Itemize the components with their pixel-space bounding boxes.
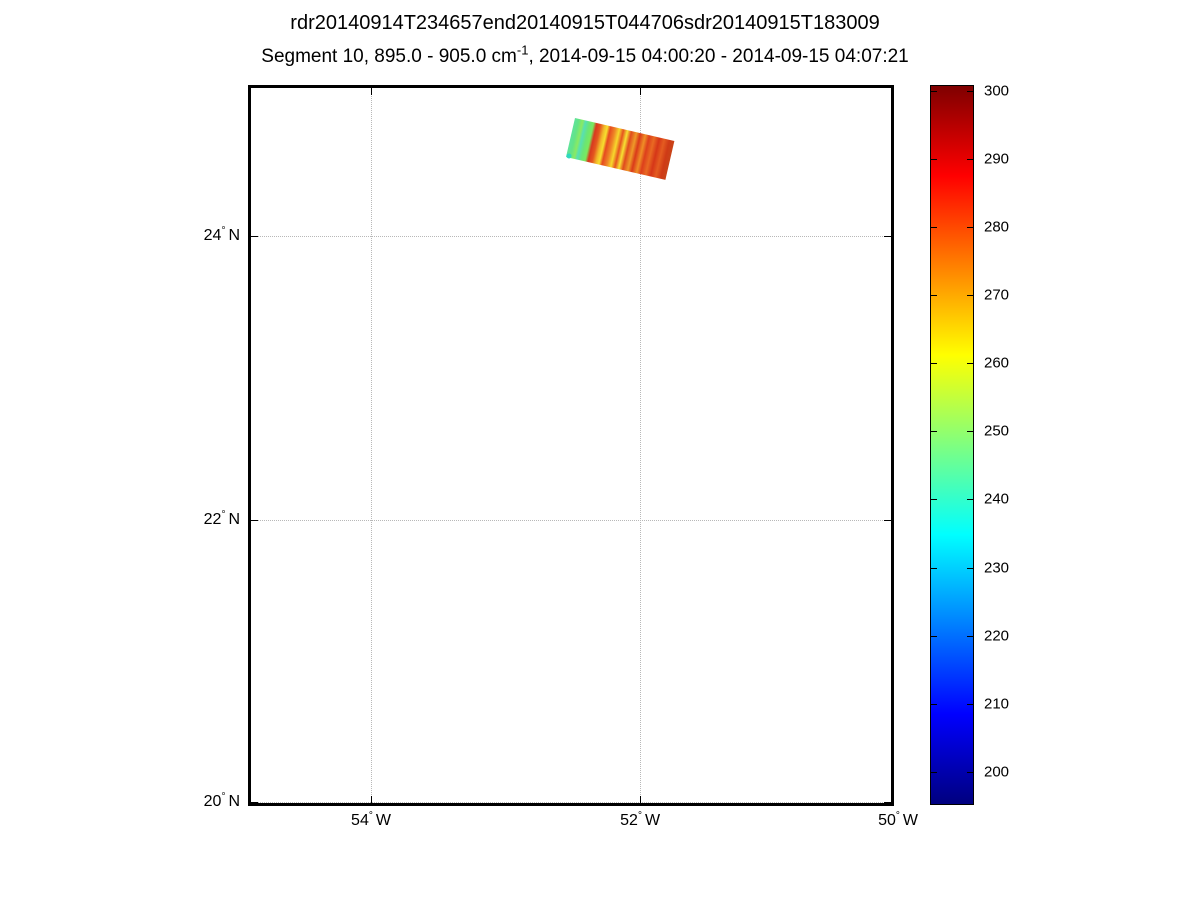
colorbar-tick — [967, 363, 973, 365]
data-swath — [566, 118, 675, 180]
colorbar-tick — [967, 703, 973, 705]
colorbar-tick — [967, 499, 973, 501]
colorbar-tick — [931, 90, 937, 92]
y-tick-label: 20° N — [203, 791, 240, 810]
colorbar-tick — [967, 567, 973, 569]
colorbar-tick — [931, 567, 937, 569]
x-tick-label: 50° W — [878, 810, 918, 829]
colorbar-tick — [931, 499, 937, 501]
colorbar-tick-label: 250 — [984, 422, 1010, 440]
axis-tick — [884, 236, 891, 237]
axis-tick — [640, 796, 642, 803]
colorbar-tick-label: 270 — [984, 286, 1010, 304]
data-swath-layer — [566, 118, 675, 180]
colorbar-gradient — [931, 86, 973, 804]
colorbar-tick-label: 280 — [984, 218, 1010, 236]
colorbar-tick — [967, 295, 973, 297]
colorbar-tick-label: 290 — [984, 150, 1010, 168]
axis-tick — [251, 236, 258, 237]
subtitle-superscript: -1 — [516, 42, 529, 58]
x-tick-label: 54° W — [351, 810, 391, 829]
colorbar-tick-label: 300 — [984, 82, 1010, 100]
grid-line-vertical — [640, 88, 642, 803]
grid-line-vertical — [371, 88, 372, 803]
grid-line-horizontal — [251, 801, 891, 803]
grid-line-horizontal — [251, 236, 891, 237]
axis-tick — [251, 519, 258, 521]
axis-tick — [371, 88, 372, 95]
colorbar-tick — [931, 703, 937, 705]
colorbar-tick-label: 200 — [984, 763, 1010, 781]
colorbar-tick — [967, 90, 973, 92]
y-tick-label: 22° N — [203, 509, 240, 528]
colorbar-tick — [931, 158, 937, 160]
colorbar-tick — [931, 431, 937, 433]
subtitle-suffix: , 2014-09-15 04:00:20 - 2014-09-15 04:07… — [528, 46, 909, 67]
plot-area — [248, 85, 894, 806]
colorbar-tick — [931, 295, 937, 297]
grid-line-horizontal — [251, 519, 891, 521]
colorbar-tick — [967, 635, 973, 637]
colorbar-tick-label: 240 — [984, 490, 1010, 508]
axis-tick — [884, 801, 891, 803]
colorbar-tick — [931, 227, 937, 228]
axis-tick — [371, 796, 372, 803]
colorbar-tick — [967, 431, 973, 433]
figure-subtitle: Segment 10, 895.0 - 905.0 cm-1, 2014-09-… — [248, 42, 922, 68]
colorbar — [930, 85, 974, 805]
colorbar-tick — [931, 363, 937, 365]
colorbar-tick — [967, 227, 973, 228]
x-tick-label: 52° W — [620, 810, 661, 829]
colorbar-tick-label: 210 — [984, 695, 1010, 713]
colorbar-tick-label: 230 — [984, 559, 1010, 577]
colorbar-tick-label: 220 — [984, 627, 1010, 645]
colorbar-tick — [967, 158, 973, 160]
subtitle-prefix: Segment 10, 895.0 - 905.0 cm — [261, 46, 517, 67]
axis-tick — [640, 88, 642, 95]
axis-tick — [251, 801, 258, 803]
axis-tick — [884, 519, 891, 521]
figure-title: rdr20140914T234657end20140915T044706sdr2… — [290, 12, 880, 34]
y-tick-label: 24° N — [203, 225, 240, 244]
colorbar-tick-label: 260 — [984, 354, 1010, 372]
colorbar-tick — [931, 635, 937, 637]
data-point — [566, 153, 572, 159]
colorbar-tick — [931, 771, 937, 773]
colorbar-tick — [967, 771, 973, 773]
